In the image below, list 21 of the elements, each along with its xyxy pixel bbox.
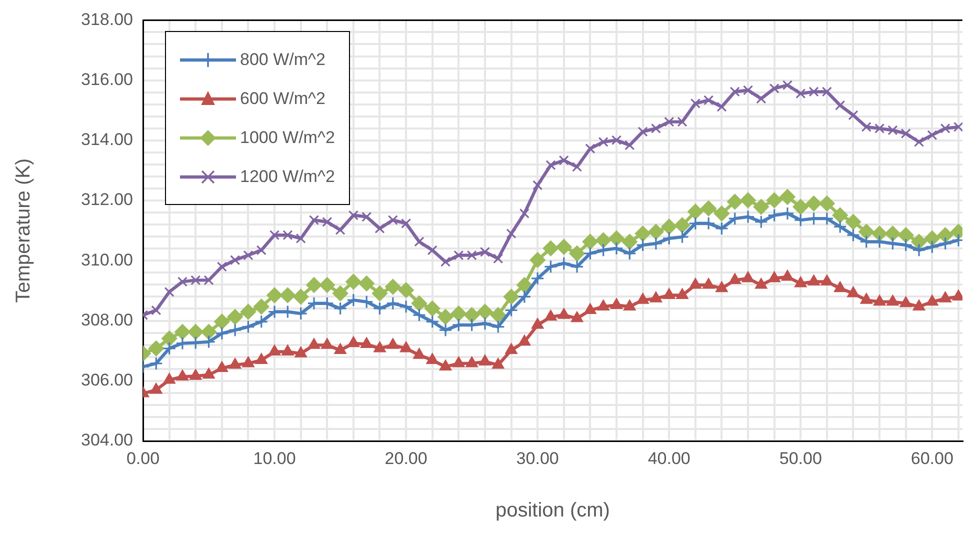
- x-tick-label: 50.00: [779, 448, 822, 468]
- legend-label: 800 W/m^2: [240, 50, 326, 70]
- x-axis-title: position (cm): [495, 500, 610, 522]
- y-tick-label: 308.00: [81, 310, 133, 330]
- x-tick-label: 40.00: [648, 448, 690, 468]
- y-tick-label: 306.00: [81, 370, 133, 390]
- y-tick-label: 304.00: [81, 430, 133, 450]
- legend-label: 600 W/m^2: [240, 88, 326, 108]
- y-tick-label: 316.00: [81, 70, 133, 89]
- x-tick-label: 10.00: [253, 448, 296, 468]
- legend-label: 1000 W/m^2: [240, 128, 335, 148]
- y-tick-label: 312.00: [81, 190, 133, 210]
- x-tick-label: 0.00: [126, 448, 160, 468]
- y-tick-label: 314.00: [81, 130, 133, 150]
- x-tick-label: 30.00: [516, 448, 559, 468]
- y-tick-label: 310.00: [81, 250, 133, 270]
- y-tick-label: 318.00: [81, 10, 133, 29]
- x-tick-label: 20.00: [384, 448, 428, 468]
- y-axis-title: Temperature (K): [12, 158, 35, 303]
- legend-label: 1200 W/m^2: [240, 166, 335, 186]
- x-tick-label: 60.00: [910, 448, 954, 468]
